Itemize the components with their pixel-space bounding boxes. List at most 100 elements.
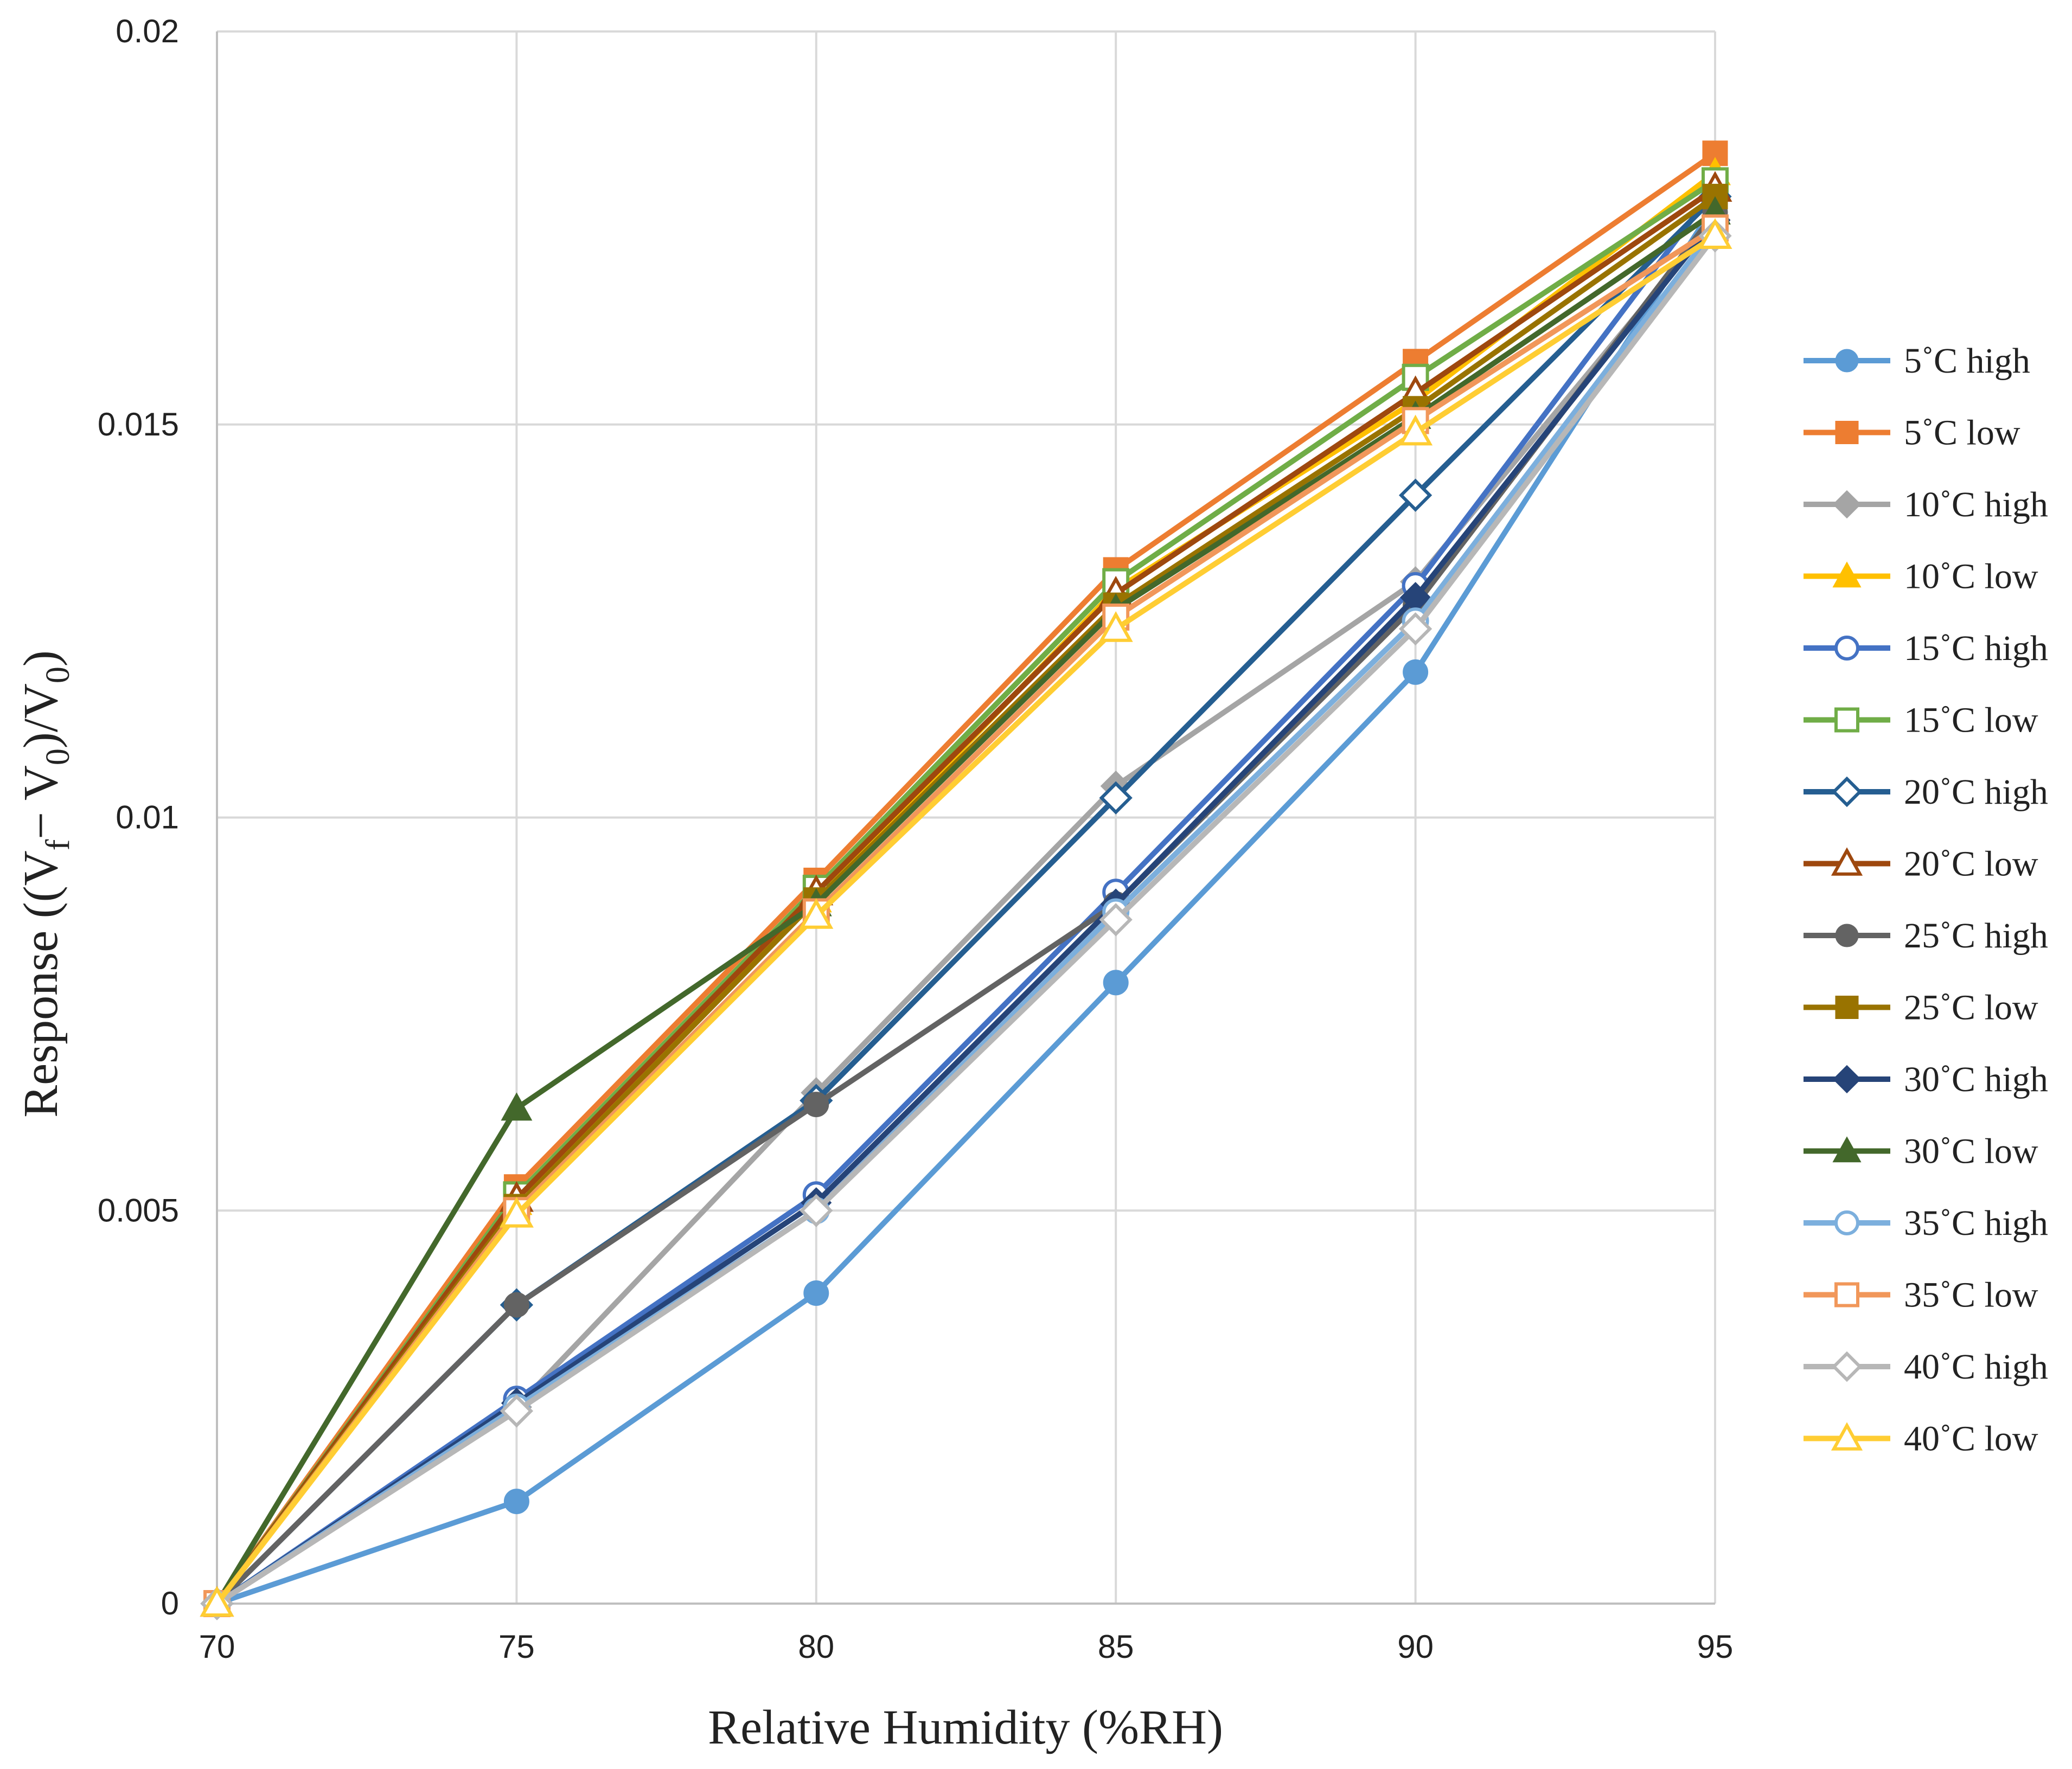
legend-item: 35˚C low (1804, 1276, 2038, 1315)
y-tick-label: 0.02 (116, 13, 179, 49)
y-axis-title-sub-0b: 0 (40, 666, 76, 683)
legend-item: 15˚C high (1804, 629, 2048, 668)
legend-item: 35˚C high (1804, 1203, 2048, 1243)
series-line (214, 186, 1717, 1605)
legend-item: 40˚C high (1804, 1347, 2048, 1387)
data-point (1098, 611, 1133, 642)
data-point (1698, 218, 1732, 249)
legend-item: 10˚C high (1804, 485, 2048, 524)
legend-label: 25˚C high (1904, 916, 2048, 956)
legend-swatch-marker (1832, 1136, 1862, 1163)
legend-item: 5˚C high (1804, 341, 2030, 381)
legend-label: 30˚C low (1904, 1132, 2038, 1171)
legend-item: 40˚C low (1804, 1419, 2038, 1459)
legend-item: 25˚C high (1804, 916, 2048, 956)
legend-swatch-marker (1831, 776, 1863, 807)
data-point (803, 1092, 829, 1118)
data-point (503, 1489, 529, 1515)
series-15 (200, 218, 1732, 1617)
data-point (800, 1194, 833, 1227)
grid (217, 30, 1716, 1604)
x-tick-label: 85 (1098, 1629, 1134, 1665)
y-axis-title-prefix: Response ((V (14, 850, 68, 1117)
legend-label: 25˚C low (1904, 988, 2038, 1028)
series-line (215, 218, 1717, 1606)
x-tick-label: 80 (798, 1629, 834, 1665)
legend-label: 40˚C high (1904, 1347, 2048, 1387)
legend-swatch-marker (1835, 421, 1859, 444)
legend-item: 5˚C low (1804, 413, 2020, 453)
axes (216, 31, 1715, 1605)
legend-label: 20˚C low (1904, 844, 2038, 884)
y-axis-title: Response ((Vf− V0)/V0) (14, 650, 76, 1118)
x-tick-label: 95 (1697, 1629, 1734, 1665)
legend-item: 10˚C low (1804, 557, 2038, 597)
legend-item: 20˚C high (1804, 772, 2048, 812)
x-tick-label: 75 (498, 1629, 535, 1665)
legend-label: 40˚C low (1904, 1419, 2038, 1459)
data-point (503, 1292, 529, 1318)
y-tick-label: 0.015 (98, 406, 179, 443)
data-point (803, 1280, 829, 1306)
y-tick-label: 0 (161, 1585, 179, 1621)
series-line (215, 233, 1717, 1606)
data-point (499, 1196, 534, 1228)
y-tick-label: 0.005 (98, 1192, 179, 1228)
legend-item: 20˚C low (1804, 844, 2038, 884)
legend-swatch-marker (1834, 636, 1859, 661)
data-point (1398, 414, 1433, 446)
legend-label: 5˚C high (1904, 341, 2030, 381)
series-line (214, 210, 1717, 1605)
legend: 5˚C high 5˚C low 10˚C high 10˚C low 15˚C hig… (1804, 341, 2048, 1459)
series-line (214, 151, 1717, 1605)
legend-swatch-marker (1835, 349, 1859, 373)
x-axis-title: Relative Humidity (%RH) (708, 1701, 1223, 1754)
legend-label: 15˚C high (1904, 629, 2048, 668)
legend-swatch-marker (1832, 1065, 1862, 1094)
data-point (799, 898, 834, 929)
y-axis-title-sub-f: f (40, 839, 76, 850)
legend-item: 30˚C high (1804, 1060, 2048, 1099)
series-line (215, 187, 1717, 1606)
legend-item: 25˚C low (1804, 988, 2038, 1028)
data-point (500, 1394, 534, 1428)
legend-swatch-marker (1834, 707, 1859, 733)
legend-swatch-marker (1831, 1422, 1863, 1451)
tick-labels: 0 0.005 0.01 0.015 0.02 70 75 80 85 90 95 (98, 13, 1734, 1665)
data-point (1403, 659, 1429, 685)
legend-label: 30˚C high (1904, 1060, 2048, 1099)
legend-label: 35˚C low (1904, 1276, 2038, 1315)
data-point (1099, 781, 1133, 815)
legend-label: 35˚C high (1904, 1203, 2048, 1243)
legend-swatch-marker (1835, 924, 1859, 947)
y-tick-label: 0.01 (116, 799, 179, 836)
series-line (216, 203, 1718, 1606)
legend-label: 5˚C low (1904, 413, 2020, 453)
data-point (1398, 612, 1433, 646)
legend-swatch-marker (1834, 1210, 1859, 1235)
legend-item: 15˚C low (1804, 701, 2038, 740)
y-axis-title-mid: − V (14, 765, 68, 839)
legend-label: 15˚C low (1904, 701, 2038, 740)
legend-swatch-marker (1831, 847, 1863, 876)
legend-swatch-marker (1834, 1282, 1859, 1307)
legend-label: 10˚C high (1904, 485, 2048, 524)
series-line (215, 226, 1717, 1606)
legend-label: 20˚C high (1904, 772, 2048, 812)
data-point (1398, 478, 1433, 512)
legend-swatch-marker (1835, 996, 1859, 1019)
y-axis-title-suffix: ) (14, 650, 68, 666)
x-tick-label: 90 (1397, 1629, 1434, 1665)
y-axis-title-sub-0a: 0 (40, 748, 76, 765)
legend-swatch-marker (1832, 490, 1862, 519)
series (200, 140, 1732, 1620)
x-tick-label: 70 (199, 1629, 235, 1665)
data-point (501, 1092, 533, 1121)
legend-swatch-marker (1831, 1351, 1863, 1382)
series-line (215, 210, 1717, 1606)
legend-item: 30˚C low (1804, 1132, 2038, 1171)
series-line (215, 234, 1717, 1606)
